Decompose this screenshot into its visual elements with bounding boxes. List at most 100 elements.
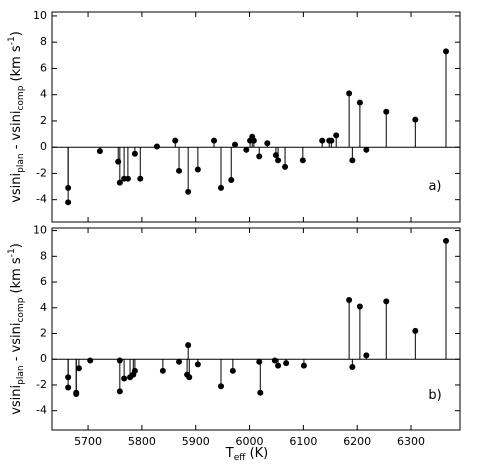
point	[275, 157, 282, 164]
x-label-sub: eff	[234, 453, 247, 463]
plot-frame	[51, 227, 461, 431]
x-label-main: T	[225, 446, 234, 461]
y-tick-label: 6	[40, 275, 47, 288]
point	[356, 99, 363, 106]
point	[333, 132, 340, 139]
panel-label: a)	[428, 179, 441, 194]
x-tick-label: 6100	[289, 435, 317, 448]
point	[137, 175, 144, 182]
y-label-part: - vsini	[9, 323, 24, 366]
point	[116, 388, 123, 395]
y-tick-label: 8	[40, 35, 47, 48]
point	[218, 184, 225, 191]
point	[159, 367, 166, 374]
point	[299, 157, 306, 164]
x-tick-label: 5700	[74, 435, 102, 448]
point	[275, 362, 282, 369]
point	[283, 360, 290, 367]
point	[412, 327, 419, 334]
x-axis-label: Teff (K)	[225, 446, 269, 463]
y-label-part: -1	[7, 36, 17, 45]
point	[153, 143, 160, 150]
y-tick-label: 2	[40, 114, 47, 127]
x-tick-label: 5800	[128, 435, 156, 448]
y-label-part: comp	[16, 85, 26, 110]
y-tick-label: -4	[36, 193, 47, 206]
point	[116, 179, 123, 186]
y-label-part: vsini	[9, 173, 24, 203]
y-label-part: comp	[16, 297, 26, 322]
point	[172, 137, 179, 144]
y-label-part: plan	[16, 153, 26, 172]
point	[363, 146, 370, 153]
x-label-unit: (K)	[245, 446, 268, 461]
point	[228, 177, 235, 183]
point	[186, 374, 193, 381]
point	[346, 90, 353, 97]
point	[346, 297, 353, 304]
point	[363, 352, 370, 359]
point	[443, 48, 450, 55]
point	[87, 357, 94, 364]
y-tick-label: -4	[36, 404, 47, 417]
point	[65, 384, 72, 391]
point	[412, 116, 419, 123]
point	[264, 140, 271, 147]
y-axis-label: vsiniplan - vsinicomp (km s-1)	[7, 243, 26, 415]
point	[185, 342, 192, 349]
point	[272, 152, 279, 159]
point	[229, 367, 236, 374]
point	[131, 150, 138, 157]
point	[96, 148, 103, 155]
y-label-part: )	[9, 243, 24, 248]
point	[65, 199, 72, 206]
point	[349, 157, 356, 164]
point	[176, 167, 183, 174]
point	[443, 237, 450, 244]
y-label-part: (km s	[9, 257, 24, 298]
point	[319, 137, 326, 144]
point	[194, 361, 201, 368]
y-tick-label: 8	[40, 249, 47, 262]
point	[282, 163, 289, 170]
point	[250, 137, 257, 144]
point	[131, 367, 138, 374]
x-tick-label: 5900	[182, 435, 210, 448]
point	[121, 375, 128, 382]
panel-label: b)	[428, 388, 441, 403]
y-tick-label: 4	[40, 88, 47, 101]
y-label-part: (km s	[9, 45, 24, 86]
plot-frame	[51, 11, 461, 223]
point	[211, 137, 218, 144]
point	[257, 389, 264, 396]
y-label-part: -1	[7, 248, 17, 257]
point	[218, 383, 225, 390]
y-label-part: )	[9, 31, 24, 36]
point	[356, 303, 363, 310]
point	[328, 137, 335, 144]
y-label-part: - vsini	[9, 111, 24, 154]
y-axis-label: vsiniplan - vsinicomp (km s-1)	[7, 31, 26, 203]
x-tick-label: 6300	[397, 435, 425, 448]
point	[194, 166, 201, 173]
point	[75, 365, 82, 372]
point	[256, 153, 263, 160]
point	[124, 175, 131, 182]
y-tick-label: 2	[40, 327, 47, 340]
point	[73, 390, 80, 397]
y-tick-label: 0	[40, 140, 47, 153]
point	[349, 363, 356, 370]
point	[300, 362, 307, 369]
x-tick-label: 6000	[236, 435, 264, 448]
y-tick-label: 10	[33, 224, 47, 237]
y-tick-label: 4	[40, 301, 47, 314]
point	[383, 108, 390, 115]
y-label-part: plan	[16, 365, 26, 384]
point	[176, 358, 183, 365]
point	[271, 357, 278, 364]
y-tick-label: -2	[36, 378, 47, 391]
y-tick-label: 10	[33, 9, 47, 22]
y-tick-label: 0	[40, 352, 47, 365]
x-tick-label: 6200	[343, 435, 371, 448]
